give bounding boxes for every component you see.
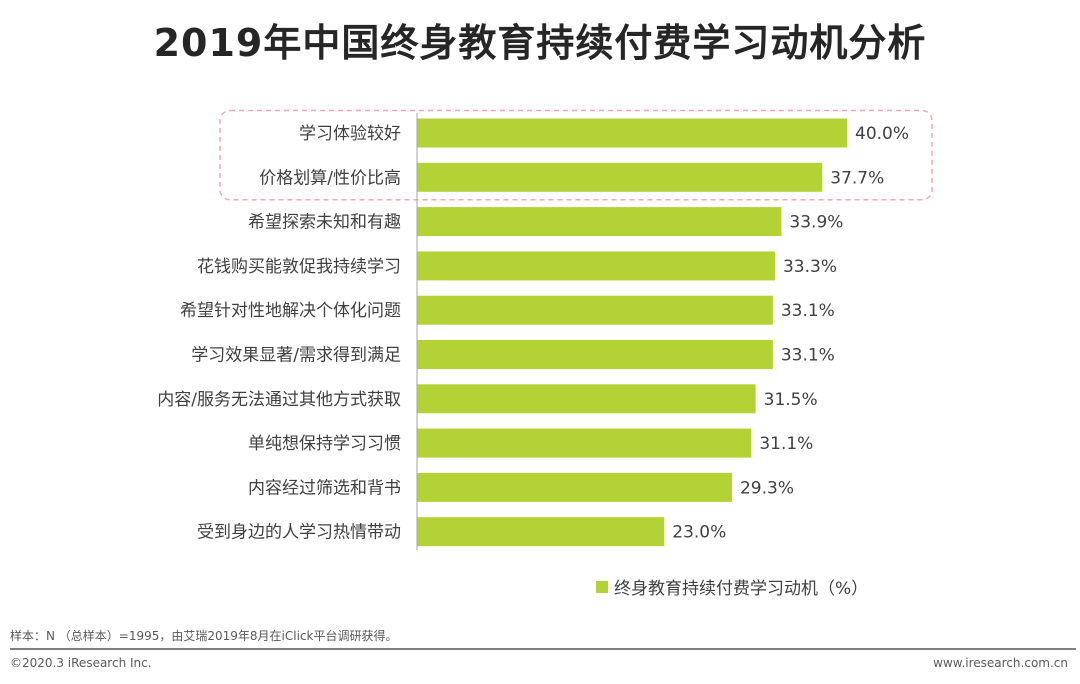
legend-swatch xyxy=(596,580,608,593)
legend-label: 终身教育持续付费学习动机（%） xyxy=(614,579,869,599)
category-label-5: 希望针对性地解决个体化问题 xyxy=(180,301,401,321)
bar-3 xyxy=(417,207,782,237)
value-label-3: 33.9% xyxy=(789,213,843,233)
website: www.iresearch.com.cn xyxy=(933,656,1068,670)
value-label-1: 40.0% xyxy=(855,124,909,144)
category-label-6: 学习效果显著/需求得到满足 xyxy=(191,346,401,366)
highlight-box xyxy=(219,109,933,201)
bar-6 xyxy=(417,340,773,369)
bar-9 xyxy=(417,472,732,502)
category-label-10: 受到身边的人学习热情带动 xyxy=(197,523,401,543)
category-label-8: 单纯想保持学习习惯 xyxy=(248,434,401,454)
category-label-2: 价格划算/性价比高 xyxy=(259,168,401,188)
bar-10 xyxy=(417,517,665,547)
footer-divider xyxy=(10,648,1076,650)
category-label-3: 希望探索未知和有趣 xyxy=(248,213,401,233)
value-label-6: 33.1% xyxy=(781,346,835,366)
bar-1 xyxy=(417,118,847,148)
category-label-7: 内容/服务无法通过其他方式获取 xyxy=(157,390,401,410)
bar-2 xyxy=(417,162,823,192)
category-label-9: 内容经过筛选和背书 xyxy=(248,478,401,498)
value-label-10: 23.0% xyxy=(672,523,726,543)
value-label-9: 29.3% xyxy=(740,478,794,498)
sample-note: 样本：N （总样本）=1995，由艾瑞2019年8月在iClick平台调研获得。 xyxy=(10,629,398,643)
legend: 终身教育持续付费学习动机（%） xyxy=(596,574,868,599)
bar-7 xyxy=(417,384,756,414)
bar-5 xyxy=(417,295,773,325)
category-label-1: 学习体验较好 xyxy=(299,124,401,144)
bar-8 xyxy=(417,428,752,458)
category-label-4: 花钱购买能敦促我持续学习 xyxy=(197,257,401,277)
value-label-4: 33.3% xyxy=(783,257,837,277)
bar-4 xyxy=(417,251,775,281)
copyright: ©2020.3 iResearch Inc. xyxy=(10,656,152,670)
value-label-2: 37.7% xyxy=(830,168,884,188)
chart-title: 2019年中国终身教育持续付费学习动机分析 xyxy=(153,21,927,65)
value-label-7: 31.5% xyxy=(764,390,818,410)
value-label-5: 33.1% xyxy=(781,301,835,321)
value-label-8: 31.1% xyxy=(759,434,813,454)
